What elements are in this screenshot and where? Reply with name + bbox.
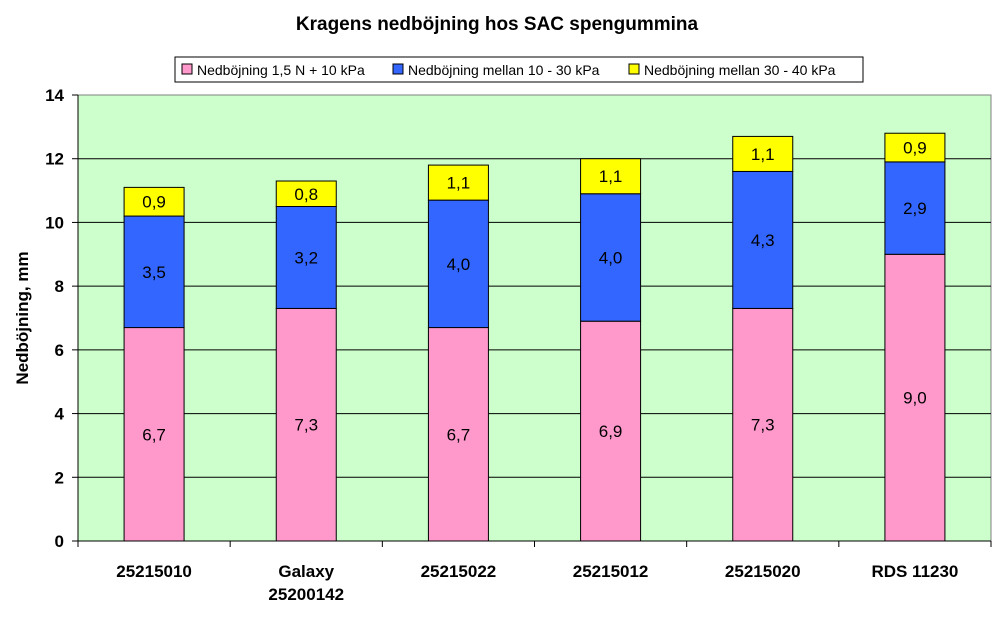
data-label: 1,1 — [447, 174, 471, 193]
axes — [72, 94, 992, 547]
bar-segment — [732, 170, 794, 309]
legend: Nedböjning 1,5 N + 10 kPa Nedböjning mell… — [174, 56, 864, 83]
x-category-label: Galaxy — [278, 562, 334, 581]
data-label: 4,3 — [751, 231, 775, 250]
bar-segment — [732, 307, 794, 542]
bar-segment — [884, 253, 946, 542]
data-label: 6,7 — [447, 425, 471, 444]
y-tick-label: 14 — [45, 86, 64, 105]
y-tick-label: 4 — [55, 405, 65, 424]
data-label: 0,9 — [903, 139, 927, 158]
y-tick-label: 8 — [55, 277, 64, 296]
data-label: 7,3 — [294, 416, 318, 435]
y-tick-label: 2 — [55, 468, 64, 487]
y-axis-label: Nedböjning, mm — [13, 251, 32, 384]
bar-segment — [580, 158, 642, 195]
legend-label: Nedböjning 1,5 N + 10 kPa — [197, 62, 365, 78]
data-label: 4,0 — [599, 248, 623, 267]
bar-segment — [884, 161, 946, 255]
data-label: 6,9 — [599, 422, 623, 441]
legend-box — [174, 56, 864, 83]
legend-swatch — [628, 63, 640, 75]
x-category-label: 25215022 — [421, 562, 497, 581]
data-label: 0,9 — [142, 193, 166, 212]
y-tick-label: 6 — [55, 341, 64, 360]
x-category-label: 25200142 — [268, 585, 344, 604]
x-category-labels: 25215010 Galaxy 25200142 25215022 25215012 25… — [116, 562, 958, 604]
bar-segment — [275, 180, 337, 207]
x-category-label: 25215010 — [116, 562, 192, 581]
chart-title: Kragens nedböjning hos SAC spengummina — [296, 14, 699, 35]
y-tick-label: 12 — [45, 150, 64, 169]
bar-segment — [123, 327, 185, 542]
legend-swatch — [181, 63, 193, 75]
legend-label: Nedböjning mellan 30 - 40 kPa — [644, 62, 836, 78]
bar-segment — [123, 186, 185, 217]
y-tick-label: 10 — [45, 213, 64, 232]
bars: 6,7 3,5 0,9 7,3 3,2 0,8 6,7 4,0 1,1 6,9 4,0 1,1 7,3 4… — [123, 132, 946, 542]
data-label: 2,9 — [903, 199, 927, 218]
bar-segment — [275, 206, 337, 309]
data-label: 4,0 — [447, 255, 471, 274]
bar-segment — [732, 135, 794, 172]
x-category-label: 25215020 — [725, 562, 801, 581]
x-category-label: RDS 11230 — [871, 562, 958, 581]
data-label: 6,7 — [142, 425, 166, 444]
y-tick-labels: 0 2 4 6 8 10 12 14 — [45, 86, 64, 551]
gridlines — [78, 158, 991, 478]
legend-label: Nedböjning mellan 10 - 30 kPa — [408, 62, 600, 78]
y-tick-label: 0 — [55, 532, 64, 551]
data-label: 0,8 — [294, 185, 318, 204]
data-label: 3,5 — [142, 263, 166, 282]
bar-segment — [884, 132, 946, 163]
bar-segment — [275, 307, 337, 542]
x-category-label: 25215012 — [573, 562, 649, 581]
legend-swatch — [392, 63, 404, 75]
data-label: 1,1 — [599, 167, 623, 186]
plot-area — [77, 94, 992, 542]
bar-segment — [427, 164, 489, 201]
data-label: 1,1 — [751, 145, 775, 164]
bar-segment — [580, 193, 642, 322]
data-label: 3,2 — [294, 248, 318, 267]
data-label: 7,3 — [751, 416, 775, 435]
data-label: 9,0 — [903, 389, 927, 408]
